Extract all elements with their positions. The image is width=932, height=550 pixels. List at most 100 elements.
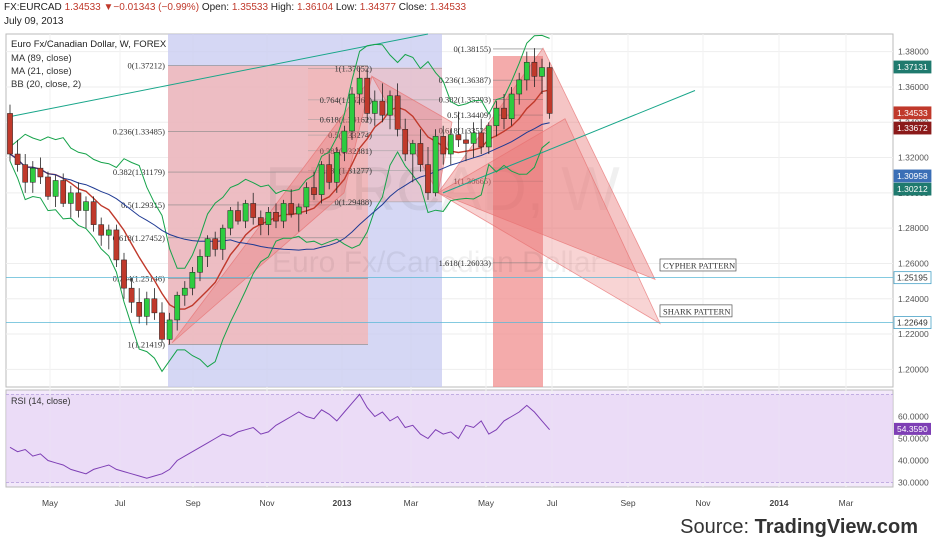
bb-upper-line	[9, 34, 550, 269]
source-prefix: Source:	[680, 516, 755, 538]
candle-body	[440, 136, 447, 155]
candle-body	[242, 203, 249, 222]
candle-body	[52, 180, 59, 197]
x-tick-label: Sep	[620, 498, 635, 508]
rsi-tick-label: 60.0000	[898, 411, 929, 421]
fib-label: 0(1.38155)	[453, 44, 491, 54]
pattern-label-box	[659, 258, 737, 272]
last-price: 1.34533	[64, 2, 101, 13]
candle-body	[90, 201, 97, 225]
candle-body	[219, 227, 226, 250]
fib-label: 1.618(1.26033)	[439, 258, 492, 268]
low-label: Low:	[335, 2, 357, 13]
legend-ma21: MA (21, close)	[11, 66, 72, 77]
x-tick-label: Sep	[185, 498, 200, 508]
candle-body	[257, 217, 264, 225]
candle-body	[113, 229, 120, 261]
trend-line	[442, 90, 696, 194]
candle-body	[67, 192, 74, 204]
candle-body	[29, 167, 36, 183]
legend-ma89: MA (89, close)	[11, 53, 72, 64]
pattern-label-box	[659, 304, 733, 318]
price-badge-value: 1.33672	[897, 123, 928, 133]
candle-body	[326, 164, 333, 183]
price-badge	[893, 106, 932, 120]
candle-body	[546, 67, 553, 114]
price-badge	[893, 121, 932, 135]
candle-body	[136, 302, 143, 317]
trend-line	[7, 33, 429, 118]
x-tick-label: Jul	[115, 498, 126, 508]
rsi-title: RSI (14, close)	[11, 396, 71, 406]
price-badge-value: 1.22649	[897, 318, 928, 328]
candle-body	[166, 319, 173, 340]
fib-label: 1(1.21419)	[127, 339, 165, 349]
symbol-label: FX:EURCAD	[4, 2, 62, 13]
candle-body	[463, 139, 469, 144]
candle-body	[523, 61, 530, 81]
candle-body	[83, 201, 89, 211]
pattern-triangle	[437, 118, 661, 325]
candle-body	[174, 294, 181, 321]
candle-body	[478, 132, 485, 148]
x-tick-label: Mar	[839, 498, 854, 508]
candle-body	[288, 203, 295, 215]
price-badge	[893, 182, 932, 196]
candle-body	[273, 212, 279, 222]
bar-date: July 09, 2013	[4, 16, 64, 27]
fib-label: 0.236(1.31277)	[320, 165, 373, 175]
price-badge-value: 1.25195	[897, 273, 928, 283]
candle-body	[128, 287, 135, 303]
candle-body	[235, 210, 241, 222]
candle-body	[311, 187, 317, 195]
y-tick-label: 1.32000	[898, 153, 929, 163]
price-badge	[893, 169, 932, 183]
fib-label: 1(1.37052)	[334, 63, 372, 73]
candle-body	[493, 107, 500, 127]
candle-body	[501, 107, 507, 119]
fib-label: 0.382(1.31179)	[113, 167, 165, 177]
y-tick-label: 1.26000	[898, 258, 929, 268]
legend-title: Euro Fx/Canadian Dollar, W, FOREX	[11, 39, 167, 50]
x-tick-label: 2013	[333, 498, 352, 508]
candle-body	[356, 77, 363, 95]
candle-body	[250, 203, 257, 218]
candle-body	[531, 61, 538, 77]
candle-body	[204, 238, 211, 257]
candle-body	[7, 113, 13, 155]
candle-body	[189, 272, 196, 289]
candle-body	[159, 312, 165, 340]
fib-label: 0(1.37212)	[127, 61, 165, 71]
candle-body	[516, 79, 523, 95]
candle-body	[447, 134, 454, 155]
low-value: 1.34377	[359, 2, 396, 13]
candle-body	[121, 259, 127, 289]
rsi-tick-label: 30.0000	[898, 478, 929, 488]
candle-body	[37, 167, 44, 178]
price-badge-value: 1.37131	[897, 62, 928, 72]
candle-body	[402, 129, 409, 155]
rsi-band	[6, 394, 893, 483]
candle-body	[387, 95, 393, 116]
fib-label: 0.764(1.35266)	[320, 95, 373, 105]
x-tick-label: Mar	[404, 498, 419, 508]
price-badge-value: 1.30212	[897, 184, 928, 194]
candle-body	[341, 130, 348, 153]
rsi-tick-label: 50.0000	[898, 434, 929, 444]
candle-body	[417, 143, 424, 165]
candle-body	[364, 77, 371, 114]
price-badge	[893, 60, 932, 74]
candle-body	[371, 100, 378, 114]
fib-label: 0.764(1.25146)	[113, 274, 166, 284]
candle-body	[539, 67, 545, 77]
source-credit: Source: TradingView.com	[680, 516, 918, 539]
candle-body	[318, 164, 325, 195]
pattern-label: CYPHER PATTERN	[663, 260, 735, 270]
candle-body	[98, 224, 105, 236]
rsi-badge-value: 54.3590	[897, 424, 928, 434]
price-badge-value: 1.34533	[897, 108, 928, 118]
candle-body	[75, 192, 82, 211]
y-tick-label: 1.22000	[898, 329, 929, 339]
y-tick-label: 1.38000	[898, 47, 929, 57]
candle-body	[485, 125, 492, 148]
